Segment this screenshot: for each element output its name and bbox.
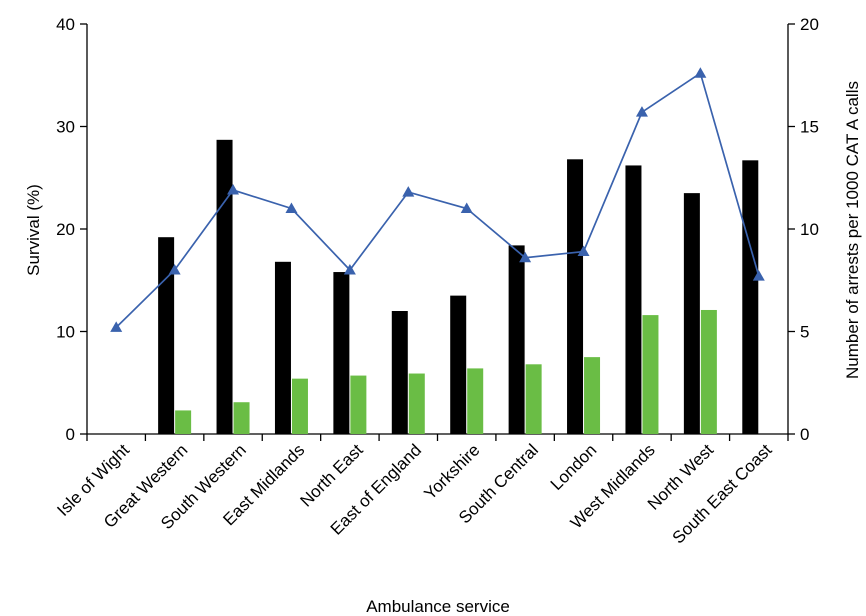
axes bbox=[80, 23, 795, 441]
line-marker bbox=[168, 264, 181, 275]
bar-series-2 bbox=[350, 375, 367, 434]
bar-series-1 bbox=[216, 139, 233, 434]
bar-series-1 bbox=[450, 295, 467, 434]
bar-series-1 bbox=[391, 311, 408, 434]
line-marker bbox=[694, 67, 707, 78]
bar-series-1 bbox=[625, 165, 642, 434]
bar-series-2 bbox=[408, 373, 425, 434]
line-marker bbox=[110, 321, 123, 332]
y-tick-label-right: 10 bbox=[800, 220, 819, 239]
line-marker bbox=[285, 202, 298, 213]
bar-series-2 bbox=[584, 357, 601, 434]
line-marker bbox=[752, 270, 765, 281]
bar-series-1 bbox=[333, 272, 350, 434]
bar-series-1 bbox=[567, 159, 584, 435]
bar-series-2 bbox=[233, 402, 250, 434]
bars bbox=[158, 139, 759, 435]
line-marker bbox=[577, 245, 590, 257]
y-tick-label-left: 10 bbox=[56, 323, 75, 342]
y-tick-label-right: 5 bbox=[800, 323, 809, 342]
bar-series-2 bbox=[291, 378, 308, 434]
y-tick-label-right: 15 bbox=[800, 118, 819, 137]
y-tick-label-left: 40 bbox=[56, 15, 75, 34]
y-tick-label-right: 0 bbox=[800, 425, 809, 444]
line-marker bbox=[227, 184, 240, 195]
bar-series-1 bbox=[274, 261, 291, 434]
line-marker bbox=[460, 202, 473, 213]
bar-series-2 bbox=[175, 410, 192, 434]
y-tick-label-left: 0 bbox=[66, 425, 75, 444]
y-tick-label-left: 20 bbox=[56, 220, 75, 239]
y-axis-title: Survival (%) bbox=[24, 184, 43, 276]
bar-series-1 bbox=[742, 160, 759, 434]
bar-series-1 bbox=[508, 245, 525, 434]
line-path bbox=[115, 71, 760, 329]
bar-series-2 bbox=[700, 309, 717, 434]
y2-axis-title: Number of arrests per 1000 CAT A calls bbox=[843, 81, 862, 379]
x-tick-label: South East Coast bbox=[669, 440, 776, 547]
x-tick-label: London bbox=[547, 440, 601, 494]
line-marker bbox=[402, 186, 415, 197]
x-axis-title: Ambulance service bbox=[366, 597, 510, 616]
bar-series-1 bbox=[683, 193, 700, 434]
y-tick-label-right: 20 bbox=[800, 15, 819, 34]
line-marker bbox=[519, 251, 532, 263]
line-series bbox=[110, 67, 765, 332]
y-tick-label-left: 30 bbox=[56, 118, 75, 137]
bar-series-2 bbox=[525, 364, 542, 434]
bar-series-1 bbox=[158, 237, 175, 434]
bar-series-2 bbox=[467, 368, 484, 434]
line-marker bbox=[343, 264, 356, 275]
line-marker bbox=[635, 106, 648, 117]
bar-series-2 bbox=[642, 315, 659, 434]
